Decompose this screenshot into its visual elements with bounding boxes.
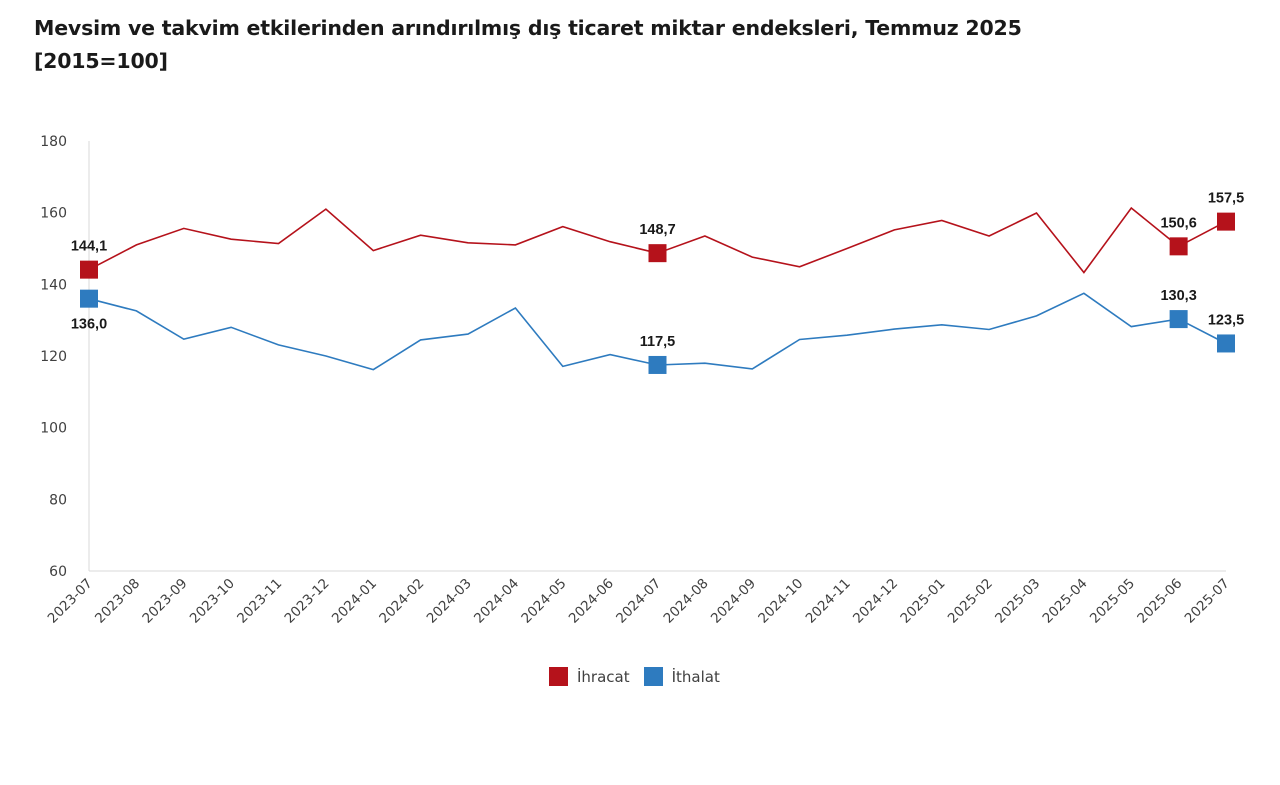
y-axis: 60 80 100 120 140 160 180 — [40, 134, 90, 580]
legend-swatch-ithalat — [643, 667, 663, 686]
marker-ihracat — [80, 260, 98, 279]
x-tick-label: 2025-03 — [992, 576, 1043, 627]
y-tick-label: 120 — [40, 349, 67, 365]
legend-item-ithalat[interactable]: İthalat — [643, 667, 720, 686]
data-label-ithalat: 130,3 — [1160, 288, 1196, 304]
x-tick-label: 2024-05 — [518, 576, 569, 627]
data-label-ithalat: 136,0 — [71, 317, 107, 333]
x-tick-label: 2023-08 — [92, 576, 143, 627]
x-tick-label: 2024-01 — [329, 576, 380, 627]
x-tick-label: 2025-01 — [897, 576, 948, 627]
chart-title-line1: Mevsim ve takvim etkilerinden arındırılm… — [34, 16, 1022, 40]
legend: İhracat İthalat — [549, 667, 734, 686]
x-tick-label: 2023-09 — [139, 576, 190, 627]
x-tick-label: 2024-02 — [376, 576, 427, 627]
data-label-ihracat: 144,1 — [71, 239, 107, 255]
marker-ihracat — [648, 244, 667, 263]
data-label-ithalat: 117,5 — [640, 334, 676, 350]
marker-ithalat — [648, 355, 667, 374]
x-tick-label: 2024-11 — [803, 576, 854, 627]
marker-ithalat — [1217, 334, 1235, 353]
x-tick-label: 2023-10 — [187, 576, 238, 627]
chart-title: Mevsim ve takvim etkilerinden arındırılm… — [34, 12, 1022, 78]
x-tick-label: 2024-06 — [566, 576, 617, 627]
series-layer — [80, 206, 1235, 374]
data-labels: 144,1 148,7 150,6 157,5 136,0 117,5 130,3 123,5 — [71, 191, 1244, 350]
x-tick-label: 2025-04 — [1040, 576, 1091, 627]
series-ihracat — [80, 206, 1235, 279]
chart-title-line2: [2015=100] — [34, 49, 168, 73]
y-tick-label: 180 — [40, 134, 67, 150]
x-tick-label: 2024-08 — [661, 576, 712, 627]
x-tick-label: 2024-04 — [471, 576, 522, 627]
x-tick-label: 2023-07 — [45, 576, 96, 627]
x-tick-label: 2024-12 — [850, 576, 901, 627]
y-tick-label: 160 — [40, 206, 67, 222]
y-tick-label: 80 — [49, 492, 67, 508]
y-tick-label: 140 — [40, 277, 67, 293]
marker-ihracat — [1169, 237, 1188, 256]
series-ithalat — [80, 289, 1235, 374]
series-line-ihracat — [88, 206, 1227, 274]
x-tick-label: 2025-02 — [945, 576, 996, 627]
y-tick-label: 100 — [40, 421, 67, 437]
legend-label-ihracat: İhracat — [577, 667, 630, 686]
x-tick-label: 2025-06 — [1134, 576, 1185, 627]
x-tick-label: 2025-07 — [1182, 576, 1233, 627]
x-axis: 2023-072023-082023-092023-102023-112023-… — [45, 570, 1233, 627]
marker-ithalat — [1169, 310, 1188, 329]
legend-item-ihracat[interactable]: İhracat — [549, 667, 630, 686]
x-tick-label: 2023-11 — [234, 576, 285, 627]
data-label-ihracat: 157,5 — [1208, 191, 1244, 207]
x-tick-label: 2023-12 — [282, 576, 333, 627]
data-label-ithalat: 123,5 — [1208, 312, 1244, 328]
marker-ithalat — [80, 289, 98, 308]
data-label-ihracat: 150,6 — [1160, 215, 1196, 231]
x-tick-label: 2025-05 — [1087, 576, 1138, 627]
legend-swatch-ihracat — [549, 667, 568, 686]
data-label-ihracat: 148,7 — [639, 222, 675, 238]
y-tick-label: 60 — [49, 564, 67, 580]
x-tick-label: 2024-10 — [755, 576, 806, 627]
x-tick-label: 2024-03 — [424, 576, 475, 627]
x-tick-label: 2024-09 — [708, 576, 759, 627]
marker-ihracat — [1217, 212, 1235, 231]
legend-label-ithalat: İthalat — [671, 667, 720, 686]
x-tick-label: 2024-07 — [613, 576, 664, 627]
